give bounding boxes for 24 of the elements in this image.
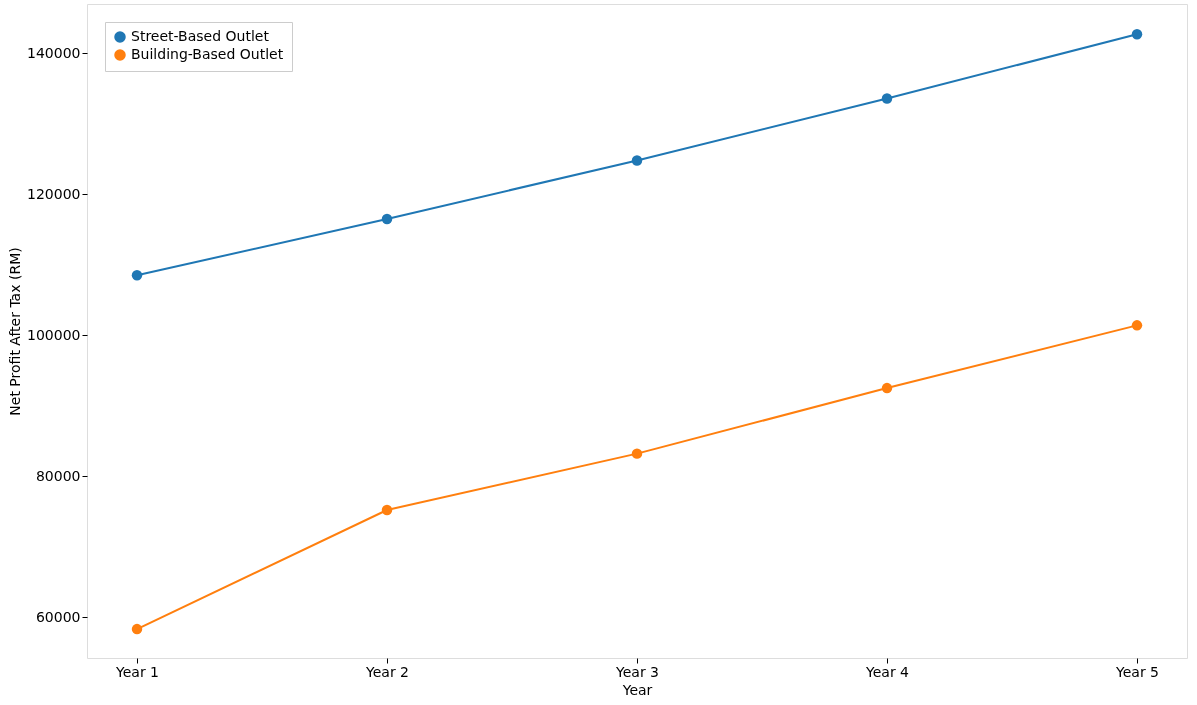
x-tick-label: Year 3 [615,663,659,680]
point [381,504,393,516]
point [131,623,143,635]
point [381,213,393,225]
point [1131,320,1143,331]
x-tick-label: Year 1 [115,663,159,680]
point [881,93,893,104]
y-tick-label: 140000 [27,44,81,61]
x-tick-label: Year 5 [1115,663,1159,680]
legend-label: Building-Based Outlet [131,46,284,62]
x-axis-title: Year [621,681,653,698]
point [1131,29,1143,40]
y-tick-label: 80000 [35,467,81,484]
point [631,448,643,459]
point [631,155,643,166]
x-tick-label: Year 2 [365,663,409,680]
x-tick-label: Year 4 [865,663,910,680]
y-tick-label: 60000 [35,608,81,625]
y-tick-label: 120000 [27,185,81,202]
point [131,270,143,281]
y-tick-label: 100000 [27,326,81,343]
point [881,382,893,394]
y-axis-title: Net Profit After Tax (RM) [7,247,24,416]
legend-label: Street-Based Outlet [131,28,270,44]
